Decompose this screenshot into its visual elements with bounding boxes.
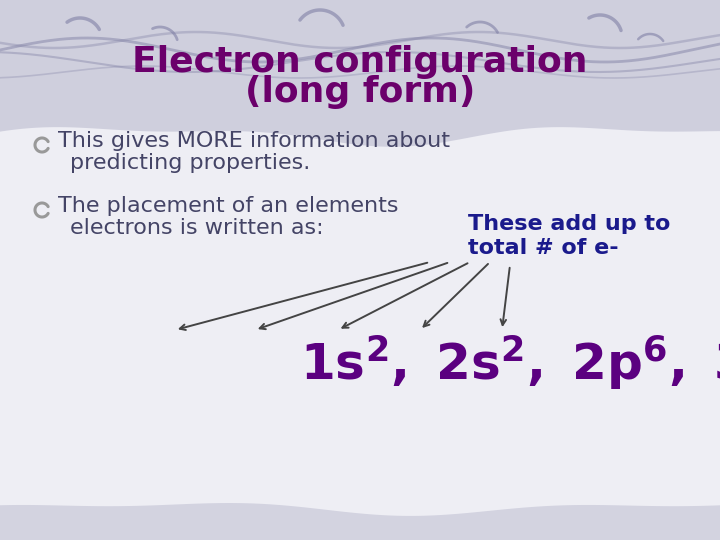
Polygon shape — [0, 0, 720, 147]
Text: The placement of an elements: The placement of an elements — [58, 196, 398, 216]
Polygon shape — [0, 503, 720, 540]
Text: electrons is written as:: electrons is written as: — [70, 218, 323, 238]
Text: $\mathbf{1s^2, \ 2s^2, \ 2p^6, \ 3s^2, \ 3p^6}$: $\mathbf{1s^2, \ 2s^2, \ 2p^6, \ 3s^2, \… — [300, 333, 720, 392]
Text: (long form): (long form) — [245, 75, 475, 109]
Text: predicting properties.: predicting properties. — [70, 153, 310, 173]
Text: These add up to: These add up to — [468, 214, 670, 234]
Text: Electron configuration: Electron configuration — [132, 45, 588, 79]
Text: total # of e-: total # of e- — [468, 238, 618, 258]
Text: This gives MORE information about: This gives MORE information about — [58, 131, 450, 151]
